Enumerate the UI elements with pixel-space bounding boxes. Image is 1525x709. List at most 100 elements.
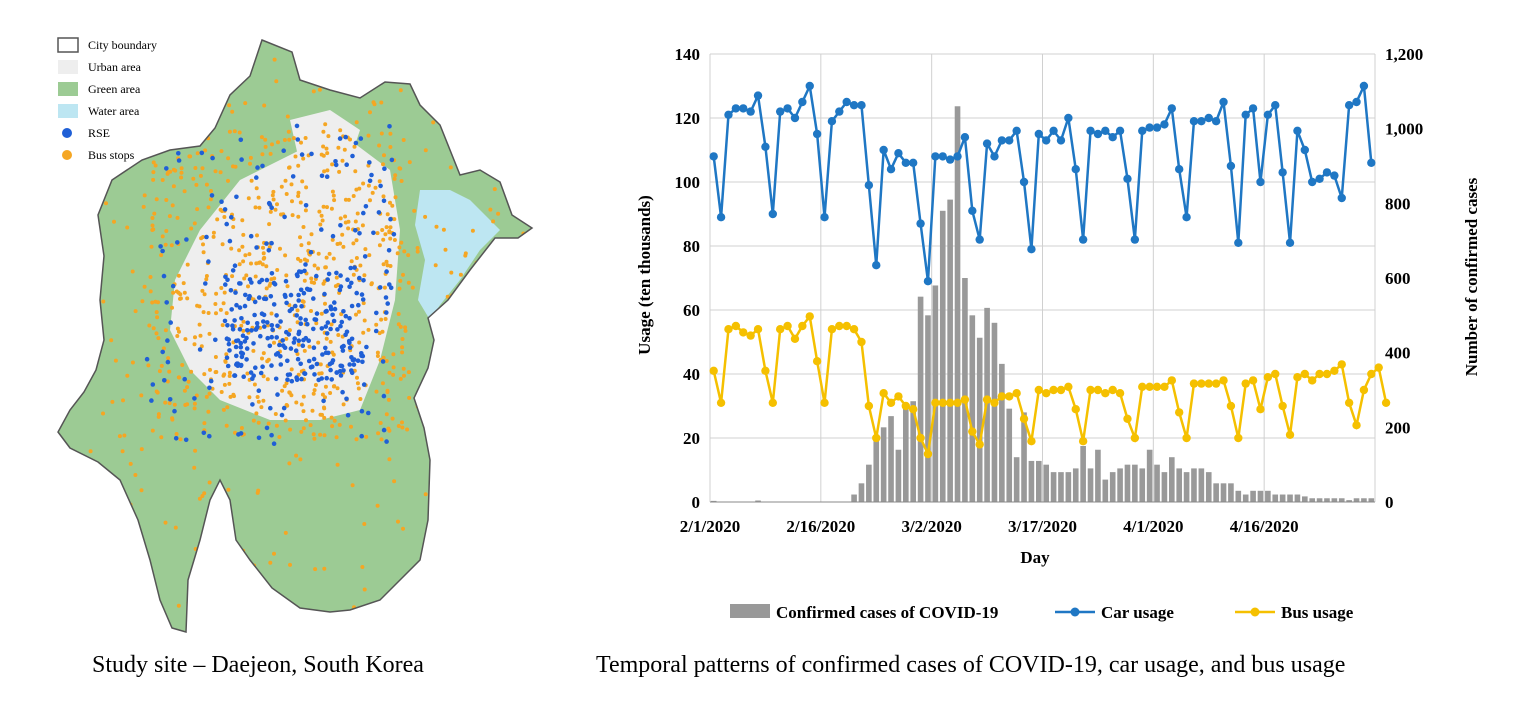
bus-stop-dot [208, 392, 212, 396]
rse-dot [329, 377, 334, 382]
rse-dot [307, 359, 312, 364]
bus-stop-dot [155, 310, 159, 314]
car-usage-point [983, 139, 991, 147]
bus-stop-dot [76, 553, 80, 557]
car-usage-point [857, 101, 865, 109]
rse-dot [330, 313, 335, 318]
bus-stop-dot [255, 186, 259, 190]
bus-stop-dot [261, 399, 265, 403]
rse-dot [177, 158, 182, 163]
bus-stop-dot [273, 58, 277, 62]
bus-stop-dot [335, 276, 339, 280]
bus-usage-point [1301, 370, 1309, 378]
rse-dot [223, 282, 228, 287]
car-usage-point [850, 101, 858, 109]
bus-stop-dot [247, 395, 251, 399]
bus-stop-dot [340, 233, 344, 237]
car-usage-point [1094, 130, 1102, 138]
rse-dot [254, 175, 259, 180]
bus-usage-point [1153, 383, 1161, 391]
bus-stop-dot [262, 104, 266, 108]
bar-confirmed-cases [925, 315, 931, 502]
rse-dot [227, 348, 232, 353]
bus-usage-point [746, 331, 754, 339]
bus-stop-dot [171, 203, 175, 207]
bus-stop-dot [367, 134, 371, 138]
rse-dot [291, 174, 296, 179]
bus-stop-dot [302, 426, 306, 430]
bus-stop-dot [412, 209, 416, 213]
bus-stop-dot [361, 223, 365, 227]
car-usage-point [1035, 130, 1043, 138]
rse-dot [324, 309, 329, 314]
bus-stop-dot [81, 620, 85, 624]
car-usage-point [1042, 136, 1050, 144]
rse-dot [289, 293, 294, 298]
bus-usage-point [1323, 370, 1331, 378]
bus-stop-dot [254, 261, 258, 265]
bus-stop-dot [521, 260, 525, 264]
bus-stop-dot [225, 424, 229, 428]
rse-dot [244, 357, 249, 362]
bus-stop-dot [290, 199, 294, 203]
bus-stop-dot [371, 191, 375, 195]
bus-stop-dot [187, 380, 191, 384]
rse-dot [345, 277, 350, 282]
bus-stop-dot [325, 147, 329, 151]
bus-stop-dot [447, 608, 451, 612]
bus-stop-dot [220, 390, 224, 394]
bar-confirmed-cases [1206, 472, 1212, 502]
bus-stop-dot [402, 374, 406, 378]
rse-dot [280, 413, 285, 418]
bus-stop-dot [90, 212, 94, 216]
bus-usage-point [1338, 360, 1346, 368]
bus-stop-dot [201, 166, 205, 170]
bus-stop-dot [156, 391, 160, 395]
rse-dot [274, 313, 279, 318]
rse-dot [213, 338, 218, 343]
bus-stop-dot [149, 275, 153, 279]
bus-stop-dot [387, 230, 391, 234]
rse-dot [281, 148, 286, 153]
rse-dot [296, 357, 301, 362]
bar-confirmed-cases [1354, 498, 1360, 502]
bus-stop-dot [330, 424, 334, 428]
rse-dot [285, 377, 290, 382]
car-usage-point [1219, 98, 1227, 106]
bus-stop-dot [449, 271, 453, 275]
bus-stop-dot [443, 595, 447, 599]
y-tick-label: 100 [675, 173, 701, 192]
rse-dot [260, 164, 265, 169]
bus-stop-dot [510, 379, 514, 383]
bus-stop-dot [316, 341, 320, 345]
bus-usage-point [916, 434, 924, 442]
bus-stop-dot [284, 419, 288, 423]
rse-dot [371, 231, 376, 236]
bus-usage-point [961, 395, 969, 403]
bus-stop-dot [299, 259, 303, 263]
bus-stop-dot [151, 429, 155, 433]
bus-stop-dot [329, 340, 333, 344]
bus-stop-dot [417, 586, 421, 590]
bus-stop-dot [353, 145, 357, 149]
bus-stop-dot [197, 141, 201, 145]
bus-stop-dot [146, 363, 150, 367]
bus-stop-dot [202, 421, 206, 425]
bus-stop-dot [367, 184, 371, 188]
bus-stop-dot [296, 164, 300, 168]
rse-dot [347, 284, 352, 289]
bus-stop-dot [332, 353, 336, 357]
bus-stop-dot [111, 554, 115, 558]
bus-stop-dot [268, 561, 272, 565]
bus-stop-dot [179, 176, 183, 180]
rse-dot [243, 304, 248, 309]
bus-usage-point [983, 395, 991, 403]
bus-stop-dot [354, 313, 358, 317]
bus-stop-dot [264, 264, 268, 268]
bus-stop-dot [193, 335, 197, 339]
bus-stop-dot [104, 201, 108, 205]
y2-tick-label: 800 [1385, 194, 1411, 213]
bus-stop-dot [257, 400, 261, 404]
bus-stop-dot [318, 88, 322, 92]
axes: 02040608010012014002004006008001,0001,20… [675, 45, 1424, 536]
